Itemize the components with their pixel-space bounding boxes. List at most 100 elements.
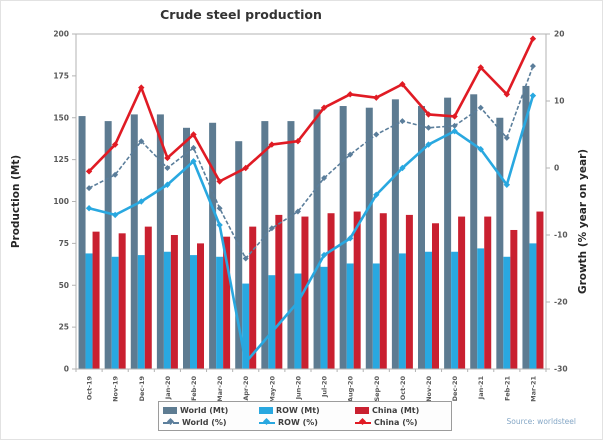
bar-world-mt (444, 97, 452, 370)
x-tick-label: May-20 (268, 376, 276, 403)
legend-item-china: China (%) (355, 417, 451, 427)
bar-china-mt (144, 226, 152, 369)
line-marker (399, 81, 406, 88)
line-marker (216, 221, 223, 229)
bar-china-mt (92, 231, 100, 369)
x-tick-label: Jan-20 (164, 376, 172, 401)
bar-china-mt (223, 236, 231, 369)
line-marker (86, 185, 93, 192)
line-marker (164, 181, 171, 188)
line-marker (477, 64, 484, 71)
legend-swatch-bar (163, 406, 177, 414)
bar-world-mt (235, 141, 243, 369)
left-axis-tick-label: 75 (59, 239, 69, 248)
line-marker (346, 235, 354, 242)
bar-world-mt (261, 121, 269, 369)
x-tick-label: Oct-20 (399, 376, 407, 401)
legend-label: ROW (%) (278, 417, 318, 427)
line-marker (294, 298, 302, 306)
bar-row-mt (294, 273, 302, 369)
legend-swatch-line (163, 417, 179, 426)
line-marker (503, 134, 510, 141)
bar-china-mt (118, 233, 126, 369)
right-axis-tick-label: 10 (554, 97, 564, 106)
bar-world-mt (496, 117, 504, 369)
bar-china-mt (379, 213, 387, 369)
legend-swatch-bar (259, 406, 273, 414)
right-axis-tick-label: -10 (554, 231, 568, 240)
line-marker (164, 165, 171, 171)
line-marker (451, 127, 458, 135)
bar-row-mt (85, 253, 93, 369)
left-axis-title: Production (Mt) (10, 155, 22, 248)
bar-world-mt (156, 114, 164, 370)
line-marker (112, 171, 119, 178)
bar-row-mt (190, 255, 197, 369)
bar-row-mt (346, 263, 354, 369)
right-axis-tick-label: 0 (554, 164, 559, 173)
chart-legend: World (Mt) ROW (Mt) China (Mt) World (%) ROW… (158, 401, 452, 431)
line-row (88, 95, 535, 364)
line-marker (190, 131, 197, 138)
line-marker (268, 328, 276, 336)
legend-item-row-mt: ROW (Mt) (259, 405, 355, 415)
x-tick-label: Sep-20 (373, 376, 381, 402)
line-marker (268, 141, 276, 148)
line-marker (242, 359, 249, 366)
bar-row-mt (503, 256, 511, 369)
right-axis-tick-label: -30 (554, 365, 568, 374)
line-marker (294, 138, 302, 145)
legend-swatch-line (259, 417, 275, 426)
left-axis-tick-label: 50 (59, 281, 69, 290)
left-axis-tick-label: 25 (59, 323, 69, 332)
bar-row-mt (398, 253, 406, 369)
bar-world-mt (209, 122, 217, 370)
x-tick-label: Dec-20 (451, 376, 459, 402)
bar-row-mt (268, 275, 276, 369)
bar-row-mt (372, 263, 380, 369)
legend-item-world-mt: World (Mt) (163, 405, 259, 415)
line-marker (373, 94, 380, 101)
legend-swatch-bar (355, 406, 369, 414)
line-marker (138, 84, 145, 91)
left-axis-tick-label: 125 (53, 155, 69, 164)
bar-world-mt (287, 121, 295, 369)
line-marker (503, 181, 511, 188)
left-axis-tick-label: 0 (64, 365, 69, 374)
line-marker (425, 111, 432, 118)
bar-china-mt (249, 226, 257, 369)
bar-row-mt (320, 266, 328, 369)
bar-china-mt (353, 211, 361, 369)
left-axis-tick-label: 100 (53, 197, 69, 206)
bar-china-mt (405, 214, 413, 369)
line-marker (111, 141, 119, 148)
bar-world-mt (522, 85, 530, 370)
line-marker (373, 131, 380, 138)
bar-china-mt (536, 211, 544, 369)
line-marker (164, 154, 171, 162)
x-tick-label: Mar-21 (529, 376, 537, 402)
x-tick-label: Jan-21 (477, 376, 485, 401)
line-marker (529, 92, 537, 99)
line-marker (320, 251, 328, 259)
line-marker (268, 225, 275, 232)
legend-item-china-mt: China (Mt) (355, 405, 451, 415)
bar-china-mt (275, 214, 283, 369)
bar-china-mt (170, 235, 178, 369)
line-marker (216, 205, 223, 212)
bar-world-mt (78, 116, 86, 369)
line-marker (347, 151, 354, 158)
bar-china-mt (327, 213, 335, 369)
x-tick-label: Nov-19 (112, 376, 120, 402)
line-marker (85, 205, 93, 212)
bar-row-mt (451, 251, 459, 369)
x-tick-label: Feb-20 (190, 376, 198, 401)
line-marker (399, 164, 406, 172)
chart-title: Crude steel production (160, 7, 322, 22)
legend-label: China (Mt) (372, 405, 420, 415)
line-marker (190, 144, 197, 151)
bar-china-mt (484, 216, 492, 369)
legend-item-row: ROW (%) (259, 417, 355, 427)
right-axis-tick-label: -20 (554, 298, 568, 307)
